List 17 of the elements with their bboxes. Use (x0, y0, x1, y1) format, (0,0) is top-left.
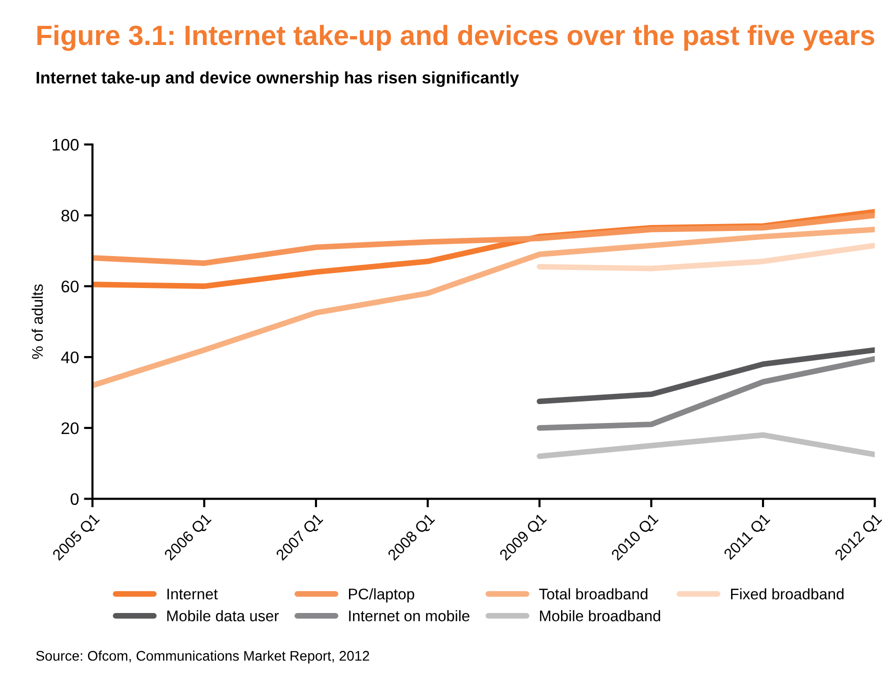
y-tick-label: 0 (70, 493, 79, 506)
legend-label: Total broadband (539, 588, 648, 600)
chart-subtitle: Internet take-up and device ownership has risen significantly (36, 71, 519, 87)
legend-label: Internet (167, 588, 218, 600)
y-tick-label: 80 (61, 210, 79, 222)
y-tick-label: 20 (62, 422, 79, 434)
chart-title: Figure 3.1: Internet take-up and devices over the past five years (37, 24, 874, 51)
legend-label: Mobile broadband (540, 610, 660, 622)
y-axis-title: % of adults (32, 284, 43, 359)
y-tick-label: 60 (62, 280, 79, 292)
y-tick-label: 100 (52, 138, 79, 151)
legend-label: Fixed broadband (731, 588, 844, 600)
y-tick-label: 40 (61, 351, 79, 364)
legend-label: Internet on mobile (349, 610, 470, 622)
legend-label: Mobile data user (167, 610, 279, 622)
legend-label: PC/laptop (348, 588, 414, 602)
source-note: Source: Ofcom, Communications Market Report, 2012 (36, 650, 370, 664)
